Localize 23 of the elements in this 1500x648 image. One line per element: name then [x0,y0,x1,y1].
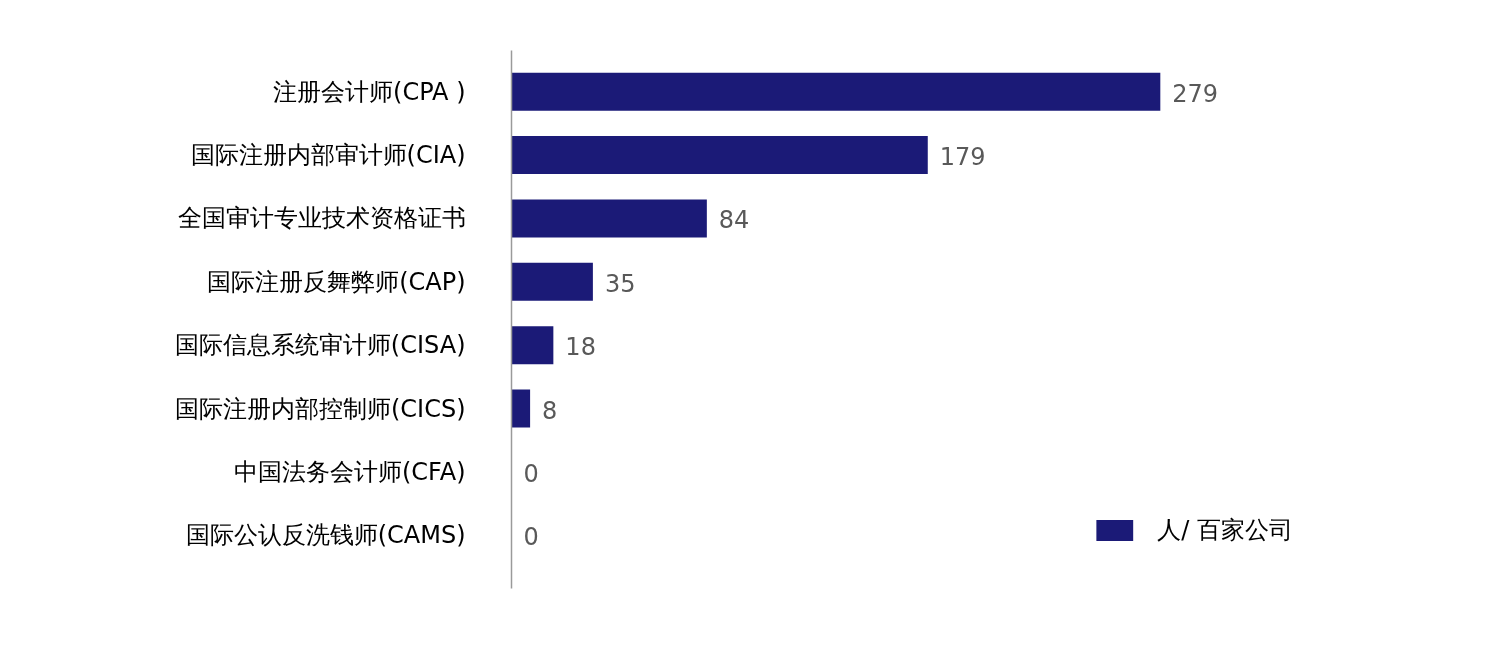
data-label: 84 [718,206,750,235]
data-label: 0 [523,459,539,488]
bar [511,199,707,238]
data-label: 0 [523,523,539,552]
y-tick-label: 国际注册反舞弊师(CAP) [207,267,466,296]
bar [511,136,928,175]
data-label: 18 [565,333,596,362]
data-label: 35 [604,269,636,298]
data-label: 179 [939,143,986,172]
y-tick-label: 注册会计师(CPA ) [273,77,466,106]
y-tick-label: 国际注册内部审计师(CIA) [190,141,466,170]
bar [511,72,1161,111]
bar [511,326,554,365]
y-tick-label: 国际注册内部控制师(CICS) [174,394,466,423]
data-label: 279 [1172,79,1219,108]
data-label: 8 [542,396,558,425]
legend-label: 人/ 百家公司 [1157,515,1293,546]
y-tick-label: 中国法务会计师(CFA) [234,457,466,486]
y-tick-label: 国际公认反洗钱师(CAMS) [185,521,466,550]
bar [511,389,531,428]
y-tick-label: 全国审计专业技术资格证书 [177,204,466,233]
bar [511,262,593,301]
y-tick-label: 国际信息系统审计师(CISA) [174,331,466,360]
